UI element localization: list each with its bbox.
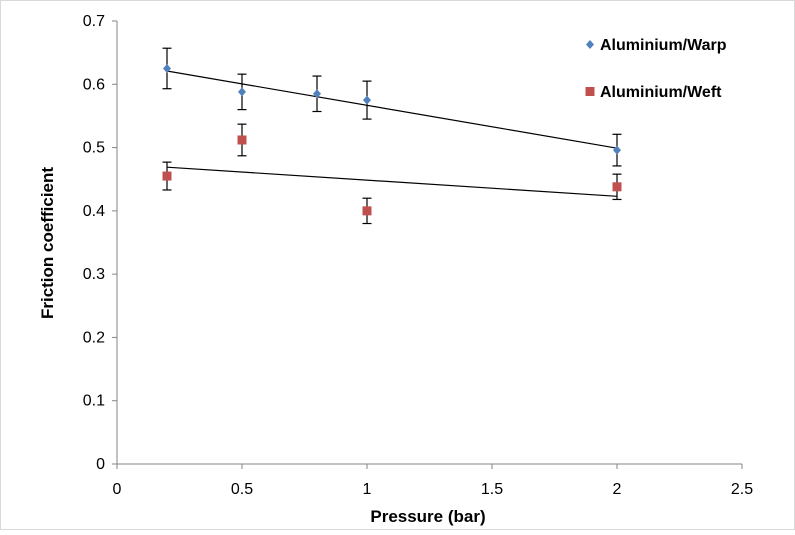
x-tick-label: 2.5: [731, 481, 753, 498]
axes: [112, 20, 743, 469]
data-point: [313, 89, 321, 99]
y-axis-title: Friction coefficient: [38, 167, 57, 319]
y-tick-label: 0.6: [83, 76, 105, 93]
y-tick-label: 0.7: [83, 13, 105, 30]
legend: Aluminium/Warp Aluminium/Weft: [585, 37, 727, 101]
data-point: [162, 171, 172, 181]
tick-labels: 0 0.1 0.2 0.3 0.4 0.5 0.6 0.7 0 0.5 1 1.5 2 2.5: [83, 13, 753, 498]
data-point: [362, 206, 372, 216]
data-point: [612, 182, 622, 192]
data-point: [237, 135, 247, 145]
y-tick-label: 0.3: [83, 266, 105, 283]
y-tick-label: 0.5: [83, 140, 105, 157]
legend-item: Aluminium/Warp: [586, 37, 727, 54]
legend-marker-square: [585, 87, 595, 96]
x-tick-label: 1.5: [481, 481, 503, 498]
y-tick-label: 0.1: [83, 393, 105, 410]
y-tick-label: 0: [96, 456, 105, 473]
x-tick-label: 1: [363, 481, 372, 498]
legend-label: Aluminium/Weft: [600, 84, 722, 101]
x-tick-label: 2: [613, 481, 622, 498]
legend-item: Aluminium/Weft: [585, 84, 722, 101]
x-tick-label: 0: [113, 481, 122, 498]
trendline: [166, 166, 618, 197]
x-axis-title: Pressure (bar): [370, 507, 485, 526]
y-tick-label: 0.2: [83, 329, 105, 346]
legend-label: Aluminium/Warp: [600, 37, 727, 54]
legend-marker-diamond: [586, 40, 594, 49]
data-points: [162, 63, 622, 216]
data-point: [163, 63, 171, 73]
data-point: [613, 145, 621, 155]
y-tick-label: 0.4: [83, 203, 105, 220]
x-tick-label: 0.5: [231, 481, 253, 498]
data-point: [363, 95, 371, 105]
data-point: [238, 87, 246, 97]
